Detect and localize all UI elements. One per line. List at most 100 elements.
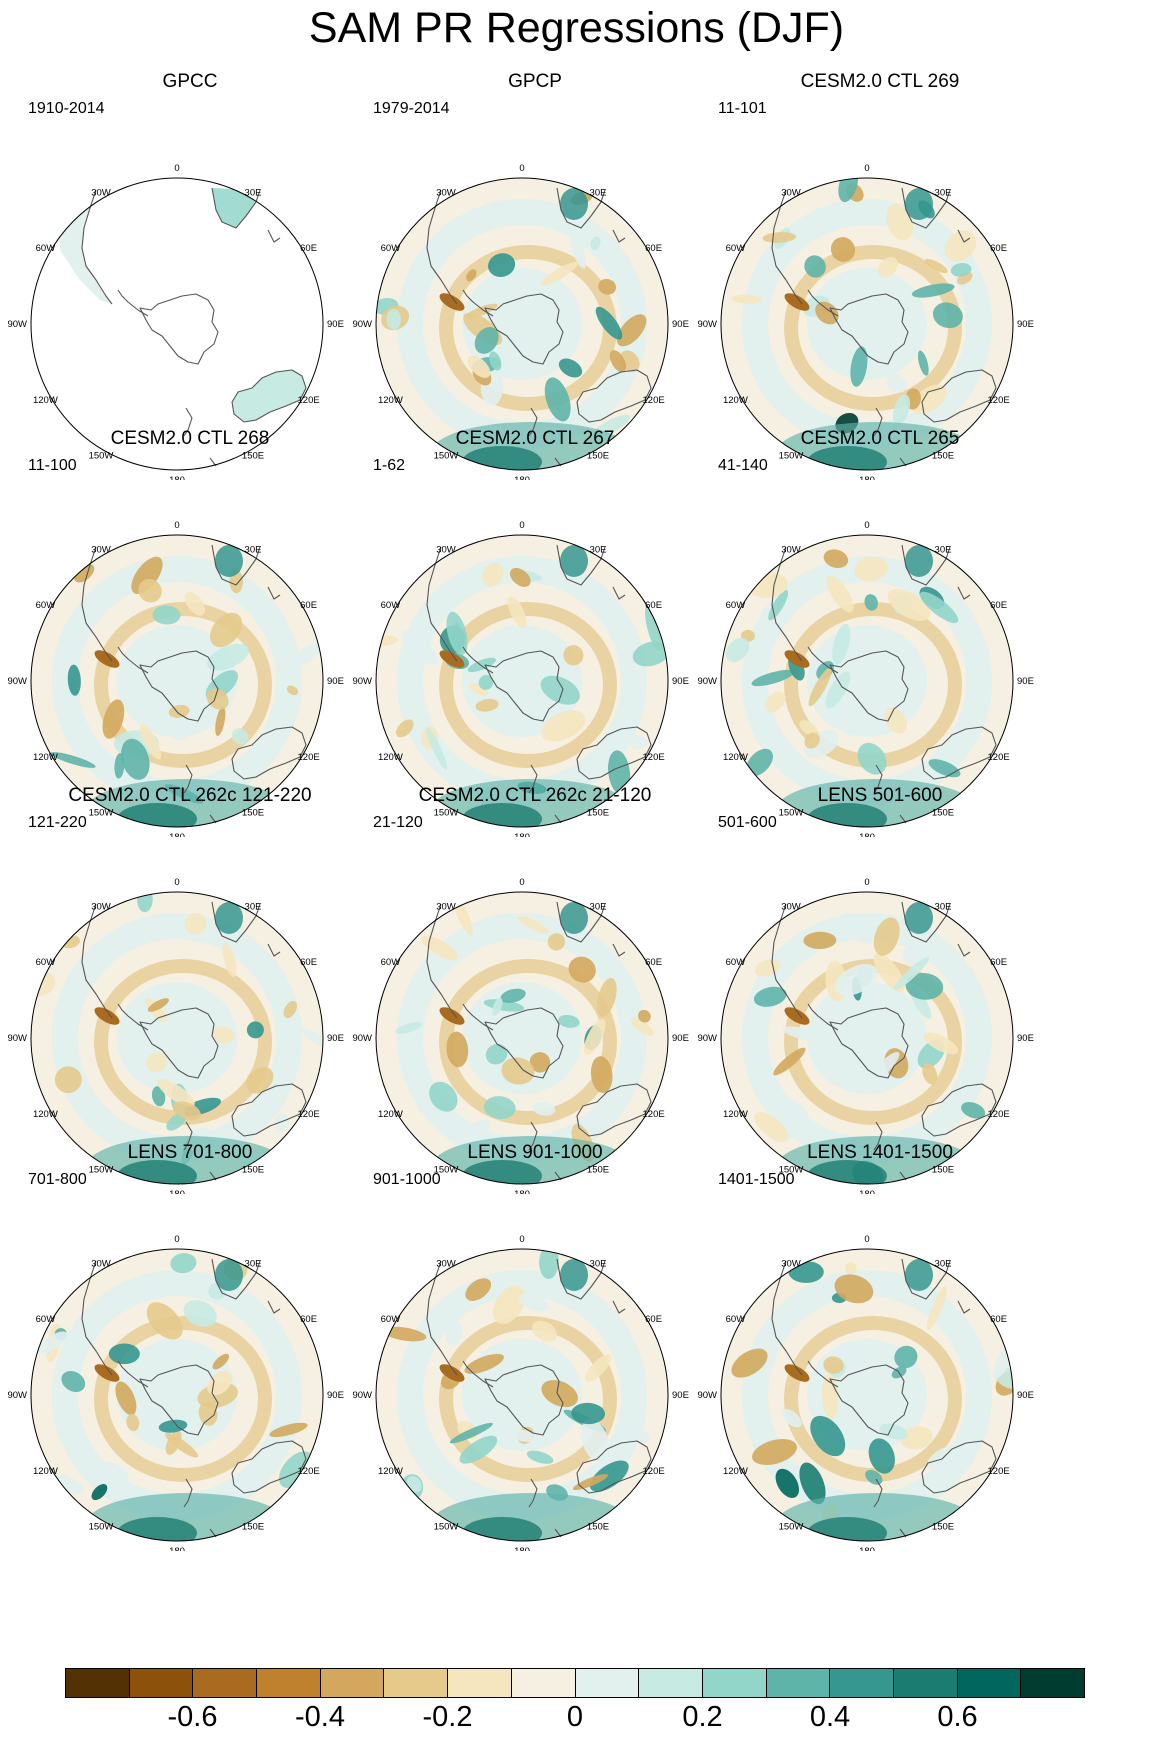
- coastline: [873, 407, 883, 437]
- longitude-label: 60W: [36, 1314, 56, 1325]
- longitude-label: 30W: [781, 187, 801, 198]
- longitude-label: 60W: [36, 957, 56, 968]
- coastline: [462, 1003, 494, 1031]
- longitude-label: 90W: [7, 676, 27, 687]
- longitude-label: 150W: [434, 1522, 459, 1533]
- longitude-label: 150E: [242, 1165, 264, 1176]
- coastline: [462, 646, 494, 674]
- polar-map: 0 30E 60E 90E 120E 150E 180 150W 120W 90W 60W 30W: [7, 877, 343, 1194]
- coastline: [211, 1258, 261, 1300]
- longitude-label: 60W: [36, 600, 56, 611]
- longitude-label: 150W: [89, 1522, 114, 1533]
- map-panel: 0 30E 60E 90E 120E 150E 180 150W 120W 90W 60W 30W CE…: [690, 427, 1070, 837]
- longitude-label: 90E: [672, 1390, 689, 1401]
- longitude-label: 90W: [352, 319, 372, 330]
- longitude-label: 180: [514, 1189, 530, 1194]
- longitude-label: 150W: [779, 808, 804, 819]
- coastline: [528, 1121, 538, 1151]
- longitude-label: 90E: [1017, 319, 1034, 330]
- longitude-label: 120W: [723, 395, 748, 406]
- coastline: [556, 901, 606, 943]
- longitude-label: 120E: [643, 752, 665, 763]
- panel-title: CESM2.0 CTL 262c 121-220: [68, 785, 312, 806]
- longitude-label: 30W: [436, 1258, 456, 1269]
- longitude-label: 60E: [990, 1314, 1007, 1325]
- coastline: [576, 369, 652, 423]
- colorbar-swatch: [830, 1669, 894, 1697]
- coastline: [807, 1360, 839, 1388]
- longitude-label: 150E: [587, 808, 609, 819]
- map-panel: 0 30E 60E 90E 120E 150E 180 150W 120W 90W 60W 30W LE…: [690, 784, 1070, 1194]
- longitude-label: 60W: [381, 600, 401, 611]
- longitude-label: 150E: [932, 808, 954, 819]
- longitude-label: 150E: [932, 451, 954, 462]
- longitude-label: 120W: [33, 752, 58, 763]
- panel-title: GPCP: [508, 71, 562, 92]
- polar-map: 0 30E 60E 90E 120E 150E 180 150W 120W 90W 60W 30W: [7, 163, 344, 480]
- coastline: [829, 650, 909, 722]
- coastline: [426, 903, 458, 1019]
- polar-map: 0 30E 60E 90E 120E 150E 180 150W 120W 90W 60W 30W: [7, 520, 343, 837]
- coastline: [771, 546, 803, 662]
- coastline: [267, 1300, 281, 1314]
- coastline: [81, 189, 113, 305]
- longitude-label: 90W: [697, 1390, 717, 1401]
- panel-period-label: 1979-2014: [373, 100, 450, 117]
- longitude-label: 150E: [587, 1522, 609, 1533]
- longitude-label: 60W: [381, 957, 401, 968]
- coastline: [829, 293, 909, 365]
- longitude-label: 150E: [242, 1522, 264, 1533]
- longitude-label: 180: [169, 832, 185, 837]
- longitude-label: 120W: [378, 1466, 403, 1477]
- coastline: [771, 903, 803, 1019]
- colorbar-tick-label: -0.2: [422, 1701, 473, 1733]
- coastline: [829, 1364, 909, 1436]
- longitude-label: 30E: [590, 1258, 607, 1269]
- coastline: [426, 1260, 458, 1376]
- coastline: [117, 1360, 149, 1388]
- panel-period-label: 901-1000: [373, 1171, 441, 1188]
- coastline: [873, 1121, 883, 1151]
- coastline: [81, 1260, 113, 1376]
- longitude-label: 30W: [436, 187, 456, 198]
- polar-map: 0 30E 60E 90E 120E 150E 180 150W 120W 90W 60W 30W: [352, 520, 688, 837]
- longitude-label: 30E: [590, 544, 607, 555]
- longitude-label: 30E: [245, 544, 262, 555]
- colorbar-swatch: [893, 1669, 958, 1697]
- coastline: [117, 1003, 149, 1031]
- longitude-label: 150W: [434, 451, 459, 462]
- coastline: [873, 764, 883, 794]
- longitude-label: 150E: [242, 451, 264, 462]
- colorbar-tick-label: 0: [566, 1701, 584, 1733]
- coastline: [556, 544, 606, 586]
- colorbar-swatch: [511, 1669, 576, 1697]
- colorbar-swatch: [575, 1669, 640, 1697]
- panel-title: CESM2.0 CTL 269: [800, 71, 960, 92]
- longitude-label: 120E: [988, 395, 1010, 406]
- longitude-label: 0: [519, 1234, 524, 1245]
- coastline: [462, 1360, 494, 1388]
- coastline: [576, 1440, 652, 1494]
- panel-period-label: 501-600: [718, 814, 777, 831]
- longitude-label: 0: [519, 520, 524, 531]
- colorbar-tick-label: 0.6: [937, 1701, 978, 1733]
- coastline: [901, 544, 951, 586]
- coastline: [426, 546, 458, 662]
- longitude-label: 180: [859, 475, 875, 480]
- longitude-label: 60E: [645, 243, 662, 254]
- longitude-label: 90W: [697, 1033, 717, 1044]
- longitude-label: 60E: [645, 957, 662, 968]
- coastline: [528, 407, 538, 437]
- coastline: [139, 650, 219, 722]
- colorbar-swatch: [766, 1669, 831, 1697]
- longitude-label: 60E: [300, 600, 317, 611]
- longitude-label: 120E: [298, 752, 320, 763]
- longitude-label: 120W: [723, 1466, 748, 1477]
- panel-title: CESM2.0 CTL 265: [800, 428, 960, 449]
- longitude-label: 120E: [643, 1109, 665, 1120]
- longitude-label: 150W: [89, 451, 114, 462]
- coastline: [612, 229, 626, 243]
- longitude-label: 90E: [327, 319, 344, 330]
- longitude-label: 180: [514, 832, 530, 837]
- longitude-label: 30E: [590, 187, 607, 198]
